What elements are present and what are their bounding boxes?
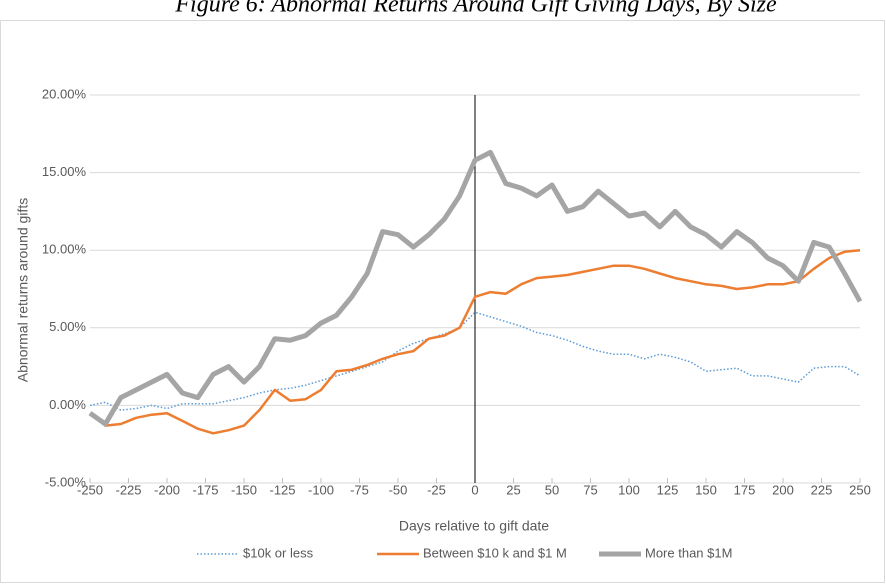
x-tick-label: -200 [154,482,180,497]
series-line [89,311,861,411]
legend-label: Between $10 k and $1 M [423,545,567,560]
x-tick-label: -225 [115,482,141,497]
legend-label: $10k or less [243,545,314,560]
chart-title: Figure 6: Abnormal Returns Around Gift G… [174,0,777,18]
x-tick-label: 25 [506,482,520,497]
x-tick-label: -50 [389,482,408,497]
series-line [88,149,863,427]
x-tick-label: 75 [583,482,597,497]
x-tick-label: -250 [77,482,103,497]
y-tick-label: 10.00% [42,242,87,257]
chart-frame [0,20,885,583]
series-line [89,248,861,435]
y-tick-label: 15.00% [42,164,87,179]
x-tick-label: -125 [269,482,295,497]
y-tick-label: 0.00% [49,397,86,412]
x-tick-label: -100 [308,482,334,497]
x-tick-label: 100 [618,482,640,497]
x-tick-label: 50 [545,482,559,497]
y-axis-label: Abnormal returns around gifts [15,198,31,382]
x-tick-label: 175 [734,482,756,497]
legend-label: More than $1M [645,545,732,560]
y-tick-label: 5.00% [49,319,86,334]
x-tick-label: -25 [427,482,446,497]
x-tick-label: 0 [471,482,478,497]
x-tick-label: -175 [192,482,218,497]
y-tick-label: 20.00% [42,86,87,101]
x-axis-label: Days relative to gift date [399,518,549,534]
x-tick-label: 125 [657,482,679,497]
x-tick-label: -150 [231,482,257,497]
x-tick-label: 150 [695,482,717,497]
y-tick-label: -5.00% [45,474,87,489]
x-tick-label: 225 [811,482,833,497]
x-tick-label: 250 [849,482,871,497]
x-tick-label: 200 [772,482,794,497]
x-tick-label: -75 [350,482,369,497]
